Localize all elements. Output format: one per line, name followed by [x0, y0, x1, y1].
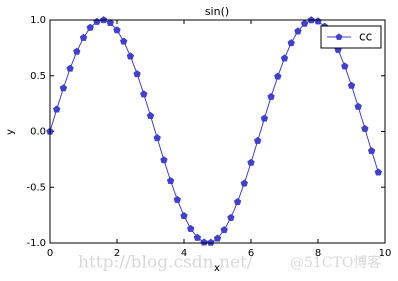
- x-tick-label: 4: [181, 248, 187, 259]
- data-point: [287, 39, 295, 47]
- x-tick-label: 6: [248, 248, 254, 259]
- data-point: [160, 156, 168, 164]
- data-point: [233, 197, 242, 206]
- data-point: [146, 111, 155, 119]
- data-point: [126, 52, 135, 60]
- data-point: [354, 102, 362, 110]
- data-point: [341, 62, 349, 70]
- data-point: [367, 146, 376, 155]
- data-point: [79, 33, 88, 41]
- data-point: [374, 168, 383, 176]
- data-point: [106, 18, 115, 27]
- x-tick-label: 8: [315, 248, 321, 259]
- y-tick-label: -1.0: [26, 238, 46, 249]
- watermark: http://blog.csdn.net/: [78, 253, 253, 273]
- data-point: [294, 27, 302, 35]
- data-point: [240, 179, 249, 187]
- data-point: [52, 105, 61, 113]
- y-tick-label: 0.5: [30, 71, 46, 82]
- data-line: [49, 19, 379, 244]
- x-axis-label: x: [214, 263, 220, 274]
- data-point: [314, 17, 322, 25]
- data-point: [73, 47, 81, 55]
- y-axis-label: y: [5, 129, 16, 135]
- data-point: [280, 54, 289, 62]
- y-tick-label: 0.0: [30, 127, 46, 138]
- data-point: [267, 92, 275, 100]
- x-tick-label: 2: [114, 248, 120, 259]
- data-point: [300, 19, 309, 27]
- x-tick-label: 10: [379, 248, 392, 259]
- data-point: [153, 134, 161, 142]
- data-point: [200, 238, 208, 246]
- data-point: [59, 84, 68, 92]
- data-point: [119, 37, 128, 45]
- data-point: [220, 226, 228, 234]
- data-point: [207, 238, 215, 246]
- data-point: [213, 234, 222, 242]
- data-point: [361, 124, 369, 132]
- data-point: [253, 136, 262, 144]
- y-tick-label: 1.0: [30, 15, 46, 26]
- data-point: [247, 158, 255, 166]
- data-point: [113, 26, 121, 34]
- data-point: [66, 64, 74, 72]
- data-point: [193, 233, 202, 241]
- legend-marker: [335, 33, 343, 40]
- data-point: [186, 224, 195, 232]
- data-point: [274, 72, 282, 80]
- data-point: [133, 70, 141, 78]
- data-point: [227, 213, 235, 221]
- data-point: [166, 176, 175, 185]
- data-point: [140, 90, 148, 98]
- data-point: [173, 195, 182, 203]
- plot-frame: [49, 19, 386, 244]
- data-point: [180, 212, 188, 220]
- watermark: @51CTO博客: [290, 254, 381, 271]
- data-point: [86, 23, 94, 31]
- y-tick-label: -0.5: [26, 182, 46, 193]
- legend-label: cc: [359, 30, 372, 44]
- x-tick-label: 0: [47, 248, 53, 259]
- chart-title: sin(): [205, 5, 229, 18]
- data-point: [347, 81, 356, 89]
- data-point: [260, 114, 269, 122]
- data-point: [93, 17, 101, 25]
